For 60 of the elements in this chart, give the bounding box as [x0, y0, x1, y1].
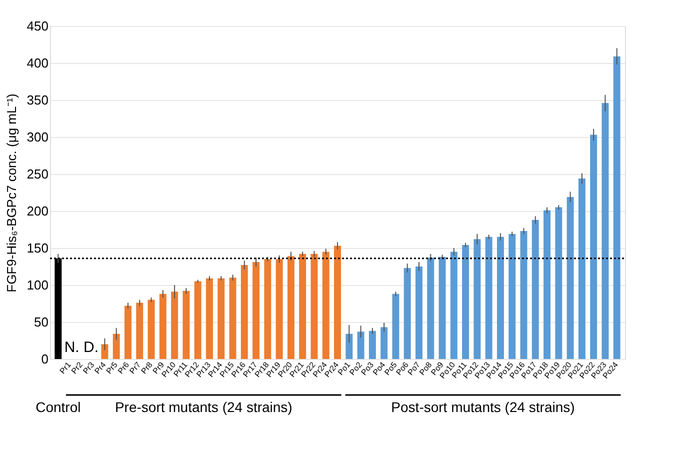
bar	[148, 300, 155, 359]
bar	[520, 230, 528, 359]
bar	[496, 236, 504, 359]
y-tick-label: 150	[26, 240, 48, 256]
y-tick-label: 200	[26, 204, 48, 218]
bar	[218, 278, 225, 359]
text: Control	[36, 399, 81, 415]
bar	[229, 278, 236, 359]
y-tick-label: 450	[26, 18, 48, 34]
bar	[194, 281, 202, 359]
bar	[206, 278, 213, 359]
bar	[544, 210, 551, 359]
bar	[602, 102, 609, 359]
y-tick-label: 250	[26, 166, 48, 182]
bar	[159, 294, 166, 359]
bar	[485, 236, 492, 359]
bar	[101, 344, 108, 359]
y-axis-title: FGF9-His₆-BGPc7 conc. (μg mL⁻¹)	[4, 94, 19, 292]
bar	[404, 268, 411, 359]
bar	[462, 245, 470, 359]
y-tick-label: 100	[26, 278, 48, 292]
bar	[450, 252, 458, 359]
bar	[124, 306, 132, 359]
bar	[136, 302, 144, 359]
bar	[532, 220, 539, 359]
y-tick-label: 50	[34, 314, 48, 330]
bar	[368, 330, 376, 359]
text: Pre-sort mutants (24 strains)	[114, 399, 292, 415]
bar	[380, 327, 388, 359]
bar	[299, 254, 306, 359]
bar	[357, 332, 364, 359]
text: Post-sort mutants (24 strains)	[391, 399, 575, 415]
bar	[264, 259, 272, 359]
bar	[112, 334, 120, 359]
bar	[578, 178, 586, 359]
bar	[590, 134, 598, 359]
bar	[276, 259, 283, 359]
bar	[415, 266, 422, 359]
bar	[287, 256, 294, 359]
bar	[613, 56, 620, 359]
bar	[240, 265, 248, 359]
bar	[392, 294, 400, 359]
bar	[474, 239, 481, 359]
bar	[334, 246, 341, 359]
bar	[438, 256, 446, 359]
bar	[310, 254, 318, 359]
bar	[566, 196, 574, 359]
bar	[171, 292, 178, 359]
bar	[182, 290, 190, 359]
bar	[346, 334, 353, 359]
y-tick-label: 0	[41, 352, 48, 366]
y-tick-label: 350	[26, 92, 48, 108]
bar	[252, 262, 260, 359]
annotation: N. D.	[64, 339, 99, 356]
bar	[508, 234, 516, 359]
bar	[555, 207, 562, 359]
bar	[322, 252, 330, 359]
y-tick-label: 400	[26, 56, 48, 70]
bar	[427, 258, 434, 359]
y-tick-label: 300	[26, 130, 48, 144]
